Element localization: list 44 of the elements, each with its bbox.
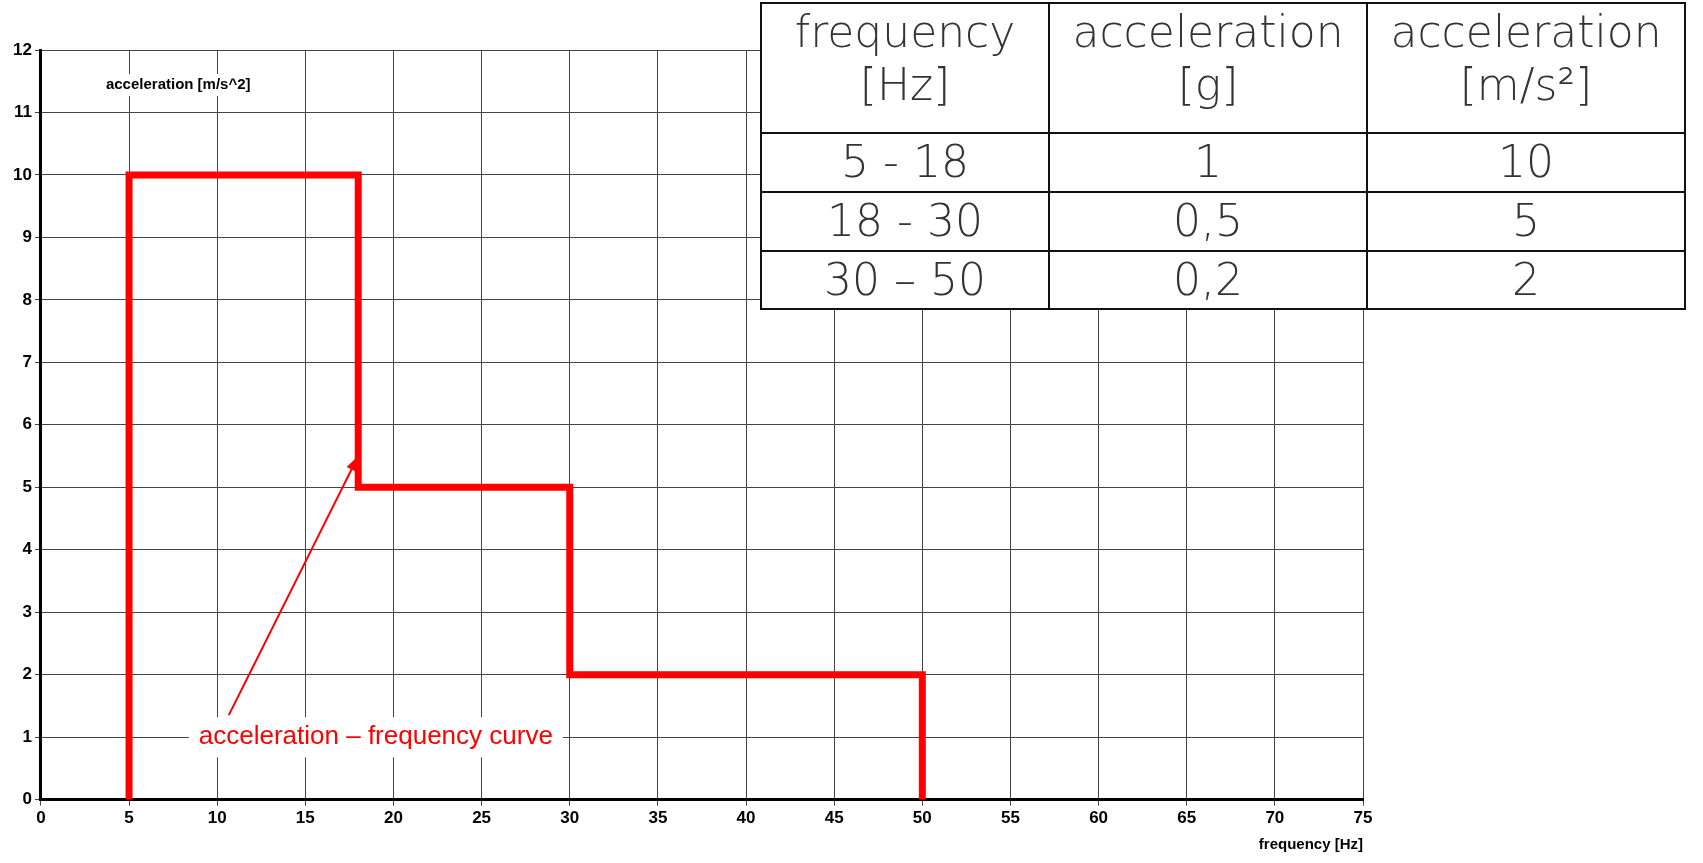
annotation: 18 - 30 [761,191,1049,251]
y-tick-label: 3 [22,601,32,621]
x-tick-label: 55 [1000,808,1020,828]
x-axis-title: frequency [Hz] [1258,835,1363,853]
annotation: 30 – 50 [761,250,1049,310]
annotation: 1 [1049,133,1367,192]
y-axis-title: acceleration [m/s^2] [105,75,251,93]
x-tick-label: 20 [384,808,403,828]
x-tick-label: 65 [1177,808,1197,828]
y-tick-label: 12 [12,39,32,59]
annotation: 0,5 [1049,191,1367,251]
y-tick-label: 5 [22,476,32,496]
annotation: acceleration – frequency curve [198,720,553,751]
annotation: frequency [Hz] [761,3,1049,133]
x-tick-label: 25 [472,808,492,828]
x-tick-label: 35 [648,808,668,828]
annotation: 5 - 18 [761,133,1049,192]
y-tick-label: 2 [22,664,32,684]
x-tick-label: 50 [912,808,932,828]
x-tick-label: 30 [560,808,580,828]
x-tick-label: 5 [124,808,134,828]
text: 10 [1367,133,1685,192]
y-tick-label: 1 [22,726,32,746]
y-tick-label: 11 [13,102,32,122]
x-tick-label: 15 [295,808,315,828]
x-tick-label: 0 [36,808,46,828]
x-tick-label: 10 [207,808,227,828]
y-tick-label: 8 [22,289,32,309]
y-tick-label: 10 [12,164,32,184]
annotation: acceleration [g] [1049,3,1367,133]
x-tick-label: 45 [824,808,844,828]
x-tick-label: 60 [1089,808,1109,828]
x-tick-label: 75 [1353,808,1373,828]
x-tick-label: 40 [736,808,756,828]
annotation: 0,2 [1049,250,1367,310]
text: 2 [1367,250,1685,310]
text: acceleration [m/s²] [1367,3,1685,133]
y-tick-label: 9 [22,227,32,247]
text: 5 [1367,191,1685,251]
y-tick-label: 6 [22,414,32,434]
x-tick-label: 70 [1265,808,1285,828]
y-tick-label: 0 [22,789,32,809]
y-tick-label: 7 [22,352,32,372]
y-tick-label: 4 [22,539,33,559]
